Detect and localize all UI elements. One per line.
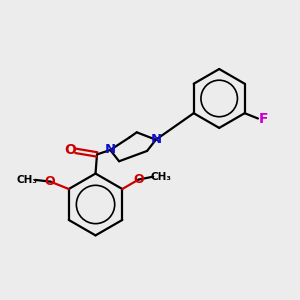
Text: O: O xyxy=(64,143,76,157)
Text: O: O xyxy=(134,172,144,185)
Text: CH₃: CH₃ xyxy=(16,175,38,185)
Text: N: N xyxy=(105,143,116,157)
Text: F: F xyxy=(259,112,268,126)
Text: CH₃: CH₃ xyxy=(151,172,172,182)
Text: N: N xyxy=(150,133,161,146)
Text: O: O xyxy=(45,175,55,188)
